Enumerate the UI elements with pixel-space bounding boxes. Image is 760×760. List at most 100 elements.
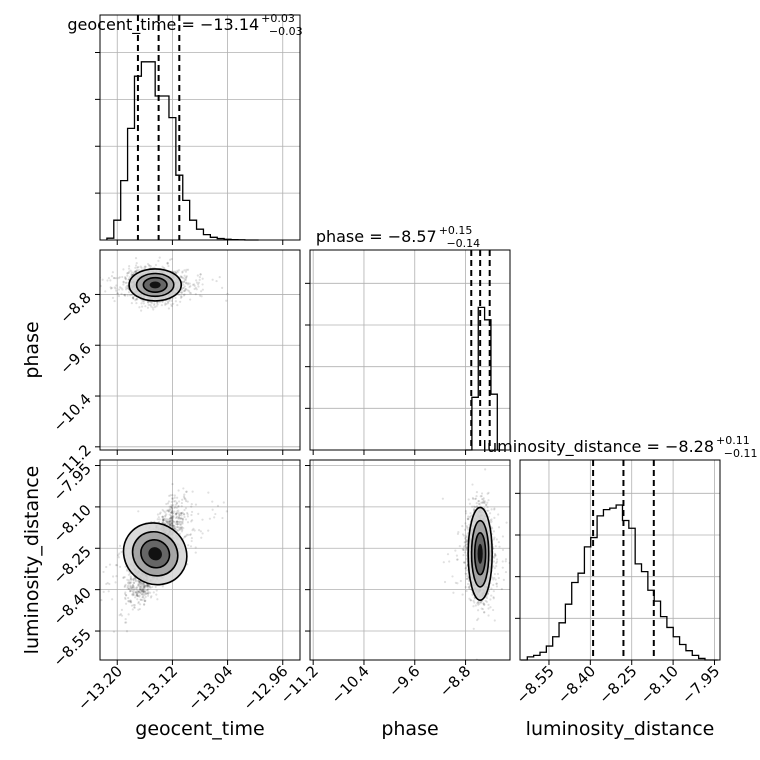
scatter-point bbox=[495, 560, 499, 563]
scatter-point bbox=[161, 585, 164, 588]
scatter-point bbox=[179, 523, 182, 527]
histogram-phase bbox=[465, 306, 504, 451]
scatter-point bbox=[130, 293, 133, 297]
scatter-point bbox=[127, 579, 131, 582]
scatter-point bbox=[130, 273, 134, 277]
scatter-point bbox=[138, 585, 141, 589]
scatter-point bbox=[134, 580, 138, 583]
scatter-point bbox=[134, 270, 137, 273]
scatter-point bbox=[147, 592, 150, 595]
scatter-point bbox=[147, 583, 150, 587]
scatter-point bbox=[172, 526, 175, 529]
scatter-point bbox=[144, 305, 147, 308]
scatter-point bbox=[143, 585, 146, 588]
scatter-point bbox=[115, 564, 119, 567]
scatter-point bbox=[164, 519, 168, 522]
scatter-point bbox=[137, 582, 140, 585]
scatter-point bbox=[133, 606, 136, 609]
scatter-point bbox=[139, 584, 142, 587]
scatter-point bbox=[197, 281, 201, 284]
scatter-point bbox=[177, 513, 181, 516]
scatter-point bbox=[189, 545, 193, 548]
scatter-point bbox=[140, 598, 143, 602]
scatter-point bbox=[197, 529, 201, 532]
scatter-point bbox=[118, 286, 122, 289]
scatter-point bbox=[211, 278, 214, 281]
scatter-point bbox=[136, 590, 139, 593]
scatter-point bbox=[174, 271, 177, 275]
scatter-point bbox=[146, 262, 150, 266]
scatter-point bbox=[169, 514, 173, 517]
scatter-point bbox=[142, 299, 146, 303]
scatter-point bbox=[122, 576, 125, 579]
scatter-point bbox=[162, 510, 165, 513]
scatter-point bbox=[180, 505, 183, 508]
scatter-point bbox=[139, 598, 142, 601]
scatter-point bbox=[174, 271, 177, 274]
scatter-point bbox=[130, 271, 134, 274]
scatter-point bbox=[123, 575, 126, 579]
scatter-point bbox=[128, 582, 131, 585]
scatter-point bbox=[135, 297, 138, 300]
scatter-point bbox=[168, 505, 171, 508]
scatter-point bbox=[139, 587, 142, 590]
scatter-point bbox=[168, 518, 171, 521]
scatter-point bbox=[131, 587, 134, 590]
scatter-point bbox=[135, 591, 138, 594]
scatter-point bbox=[156, 303, 159, 306]
scatter-point bbox=[132, 296, 135, 300]
scatter-point bbox=[159, 511, 162, 514]
scatter-point bbox=[125, 621, 128, 624]
scatter-point bbox=[149, 265, 152, 268]
scatter-point bbox=[127, 581, 130, 584]
scatter-point bbox=[171, 522, 174, 525]
scatter-point bbox=[178, 522, 181, 525]
scatter-point bbox=[188, 285, 191, 289]
scatter-point bbox=[126, 271, 129, 275]
scatter-point bbox=[170, 303, 173, 306]
scatter-point bbox=[193, 529, 196, 532]
scatter-point bbox=[158, 256, 161, 259]
scatter-point bbox=[178, 517, 181, 520]
scatter-point bbox=[173, 510, 176, 513]
scatter-point bbox=[502, 578, 505, 581]
scatter-point bbox=[190, 537, 193, 540]
scatter-point bbox=[201, 532, 204, 535]
scatter-point bbox=[156, 598, 159, 601]
scatter-point bbox=[148, 264, 151, 267]
scatter-point bbox=[132, 592, 135, 596]
scatter-point bbox=[129, 589, 132, 593]
scatter-point bbox=[214, 512, 217, 516]
scatter-point bbox=[172, 524, 175, 527]
scatter-point bbox=[164, 302, 167, 305]
scatter-point bbox=[441, 497, 444, 500]
scatter-point bbox=[124, 281, 127, 284]
scatter-point bbox=[129, 599, 132, 602]
scatter-point bbox=[131, 583, 135, 587]
scatter-point bbox=[181, 517, 185, 520]
scatter-point bbox=[125, 630, 129, 633]
scatter-point bbox=[176, 520, 179, 523]
scatter-point bbox=[143, 266, 146, 269]
scatter-point bbox=[221, 286, 224, 290]
scatter-point bbox=[130, 301, 133, 305]
scatter-point bbox=[113, 299, 116, 303]
title-sub: −0.03 bbox=[269, 25, 303, 38]
scatter-point bbox=[107, 590, 110, 593]
scatter-point bbox=[128, 276, 131, 279]
scatter-point bbox=[170, 509, 174, 512]
scatter-point bbox=[143, 586, 146, 589]
scatter-point bbox=[167, 307, 170, 310]
scatter-point bbox=[475, 494, 478, 498]
scatter-point bbox=[481, 607, 484, 611]
scatter-point bbox=[113, 286, 116, 289]
scatter-point bbox=[226, 292, 229, 296]
scatter-point bbox=[191, 283, 195, 286]
scatter-point bbox=[124, 602, 128, 605]
scatter-point bbox=[142, 302, 145, 305]
scatter-point bbox=[130, 600, 133, 604]
scatter-point bbox=[152, 308, 155, 311]
scatter-point bbox=[143, 584, 146, 588]
scatter-point bbox=[189, 284, 192, 288]
scatter-point bbox=[134, 266, 137, 269]
